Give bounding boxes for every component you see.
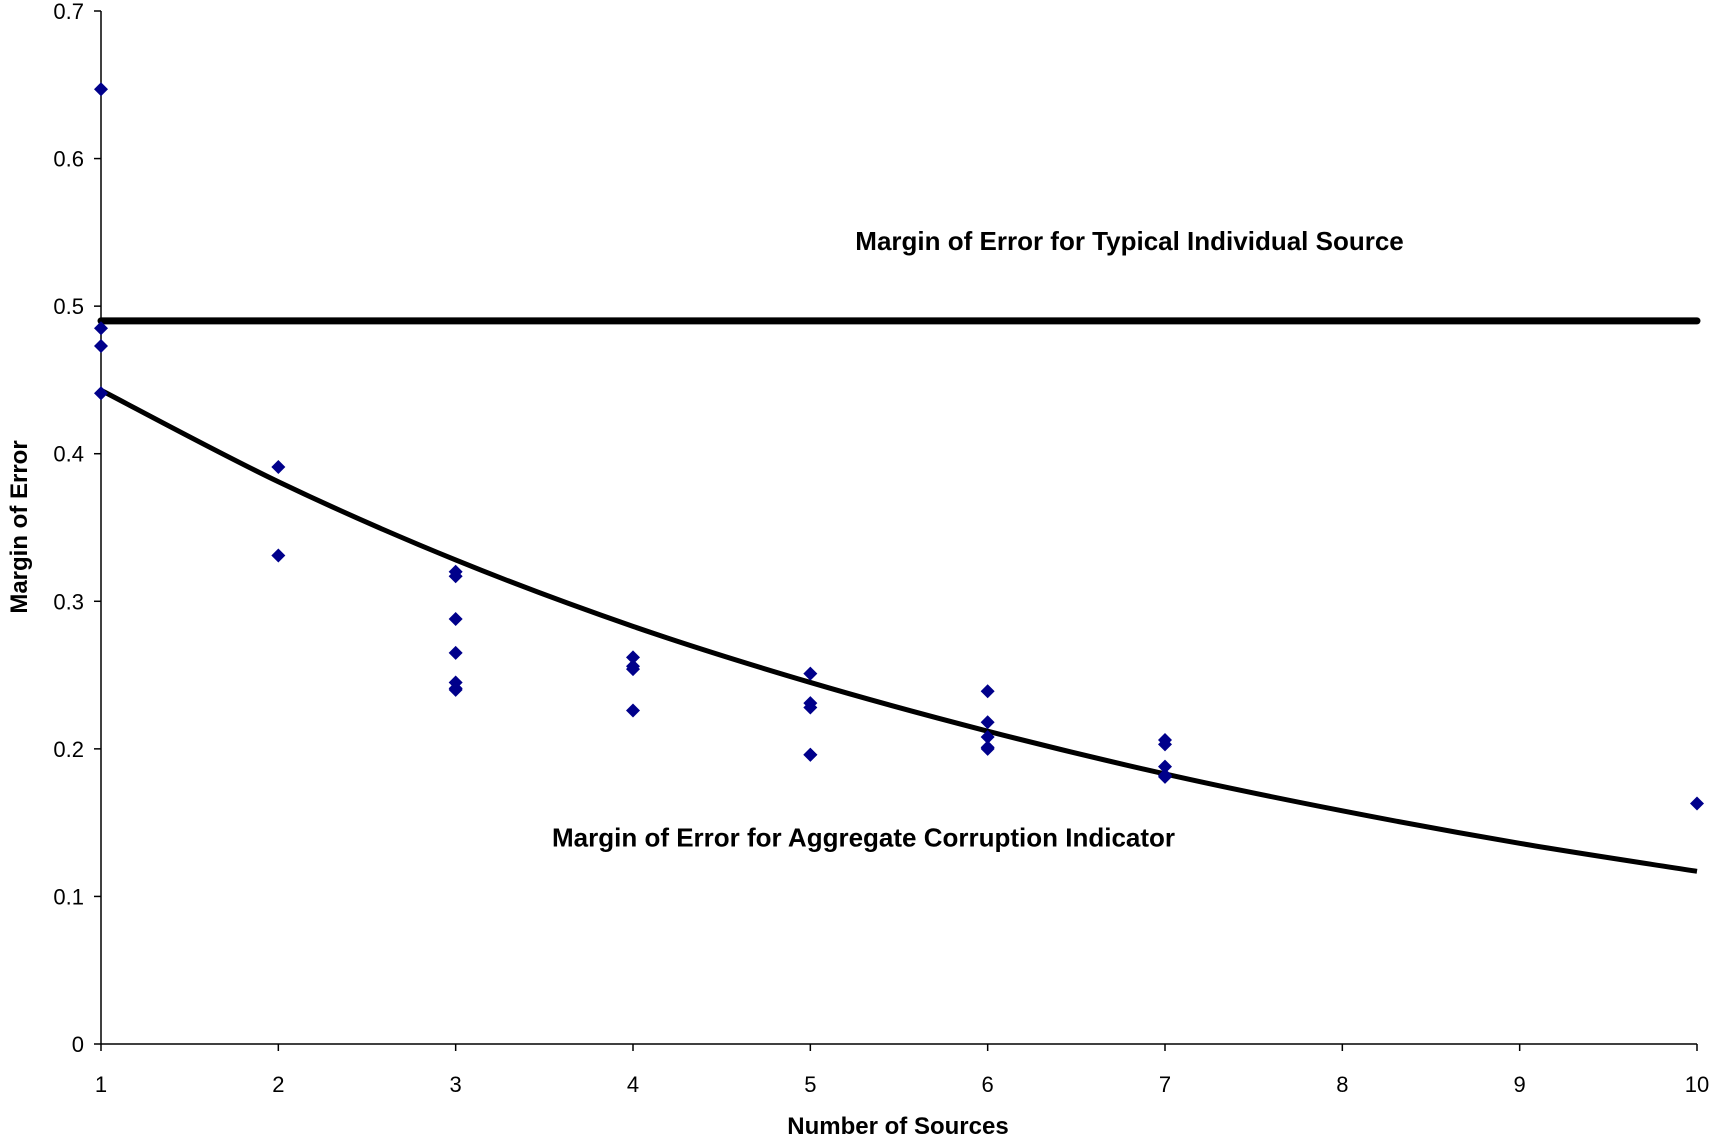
annotation-label: Margin of Error for Typical Individual S… (855, 226, 1404, 256)
y-tick-label: 0.5 (53, 294, 84, 319)
data-point (980, 684, 995, 699)
data-point (1158, 769, 1172, 784)
x-tick-label: 7 (1159, 1072, 1171, 1097)
x-axis-title: Number of Sources (787, 1113, 1008, 1138)
y-tick-label: 0.7 (53, 0, 84, 24)
data-point (1158, 759, 1172, 774)
y-axis-title: Margin of Error (6, 440, 33, 613)
x-tick-label: 4 (627, 1072, 639, 1097)
data-point (448, 611, 463, 626)
data-point (94, 386, 108, 401)
data-point (626, 703, 640, 718)
data-point (1158, 737, 1172, 752)
data-point (271, 459, 286, 474)
data-point (448, 645, 463, 660)
y-tick-label: 0.2 (53, 737, 84, 762)
data-points (94, 82, 1704, 811)
x-tick-label: 10 (1685, 1072, 1709, 1097)
data-point (448, 569, 463, 584)
data-point (803, 666, 818, 681)
ticks: 0 0.1 0.2 0.3 0.4 0.5 0.6 0.7 1 2 3 4 5 6 7 8 9 10 (53, 0, 1709, 1097)
data-point (626, 662, 640, 677)
data-point (94, 82, 108, 97)
axes (100, 11, 1697, 1045)
x-tick-label: 2 (272, 1072, 284, 1097)
data-point (980, 730, 995, 745)
x-tick-label: 3 (450, 1072, 462, 1097)
data-point (803, 700, 818, 715)
data-point (94, 338, 108, 353)
series-lines (97, 317, 1701, 874)
y-tick-label: 0.1 (53, 884, 84, 909)
x-tick-label: 8 (1336, 1072, 1348, 1097)
annotation-label: Margin of Error for Aggregate Corruption… (552, 822, 1175, 852)
x-tick-label: 6 (982, 1072, 994, 1097)
y-tick-label: 0.6 (53, 147, 84, 172)
x-tick-label: 9 (1514, 1072, 1526, 1097)
y-tick-label: 0 (72, 1032, 84, 1057)
data-point (94, 321, 108, 336)
data-point (980, 741, 995, 756)
data-point (1690, 796, 1704, 811)
data-point (271, 548, 286, 563)
y-tick-label: 0.3 (53, 589, 84, 614)
data-point (803, 747, 818, 762)
x-tick-label: 5 (804, 1072, 816, 1097)
data-point (448, 682, 463, 697)
aggregate-indicator-curve (99, 388, 1698, 874)
data-point (980, 715, 995, 730)
x-tick-label: 1 (95, 1072, 107, 1097)
data-point (626, 650, 640, 665)
annotations: Margin of Error for Typical Individual S… (552, 226, 1404, 852)
y-tick-label: 0.4 (53, 442, 84, 467)
